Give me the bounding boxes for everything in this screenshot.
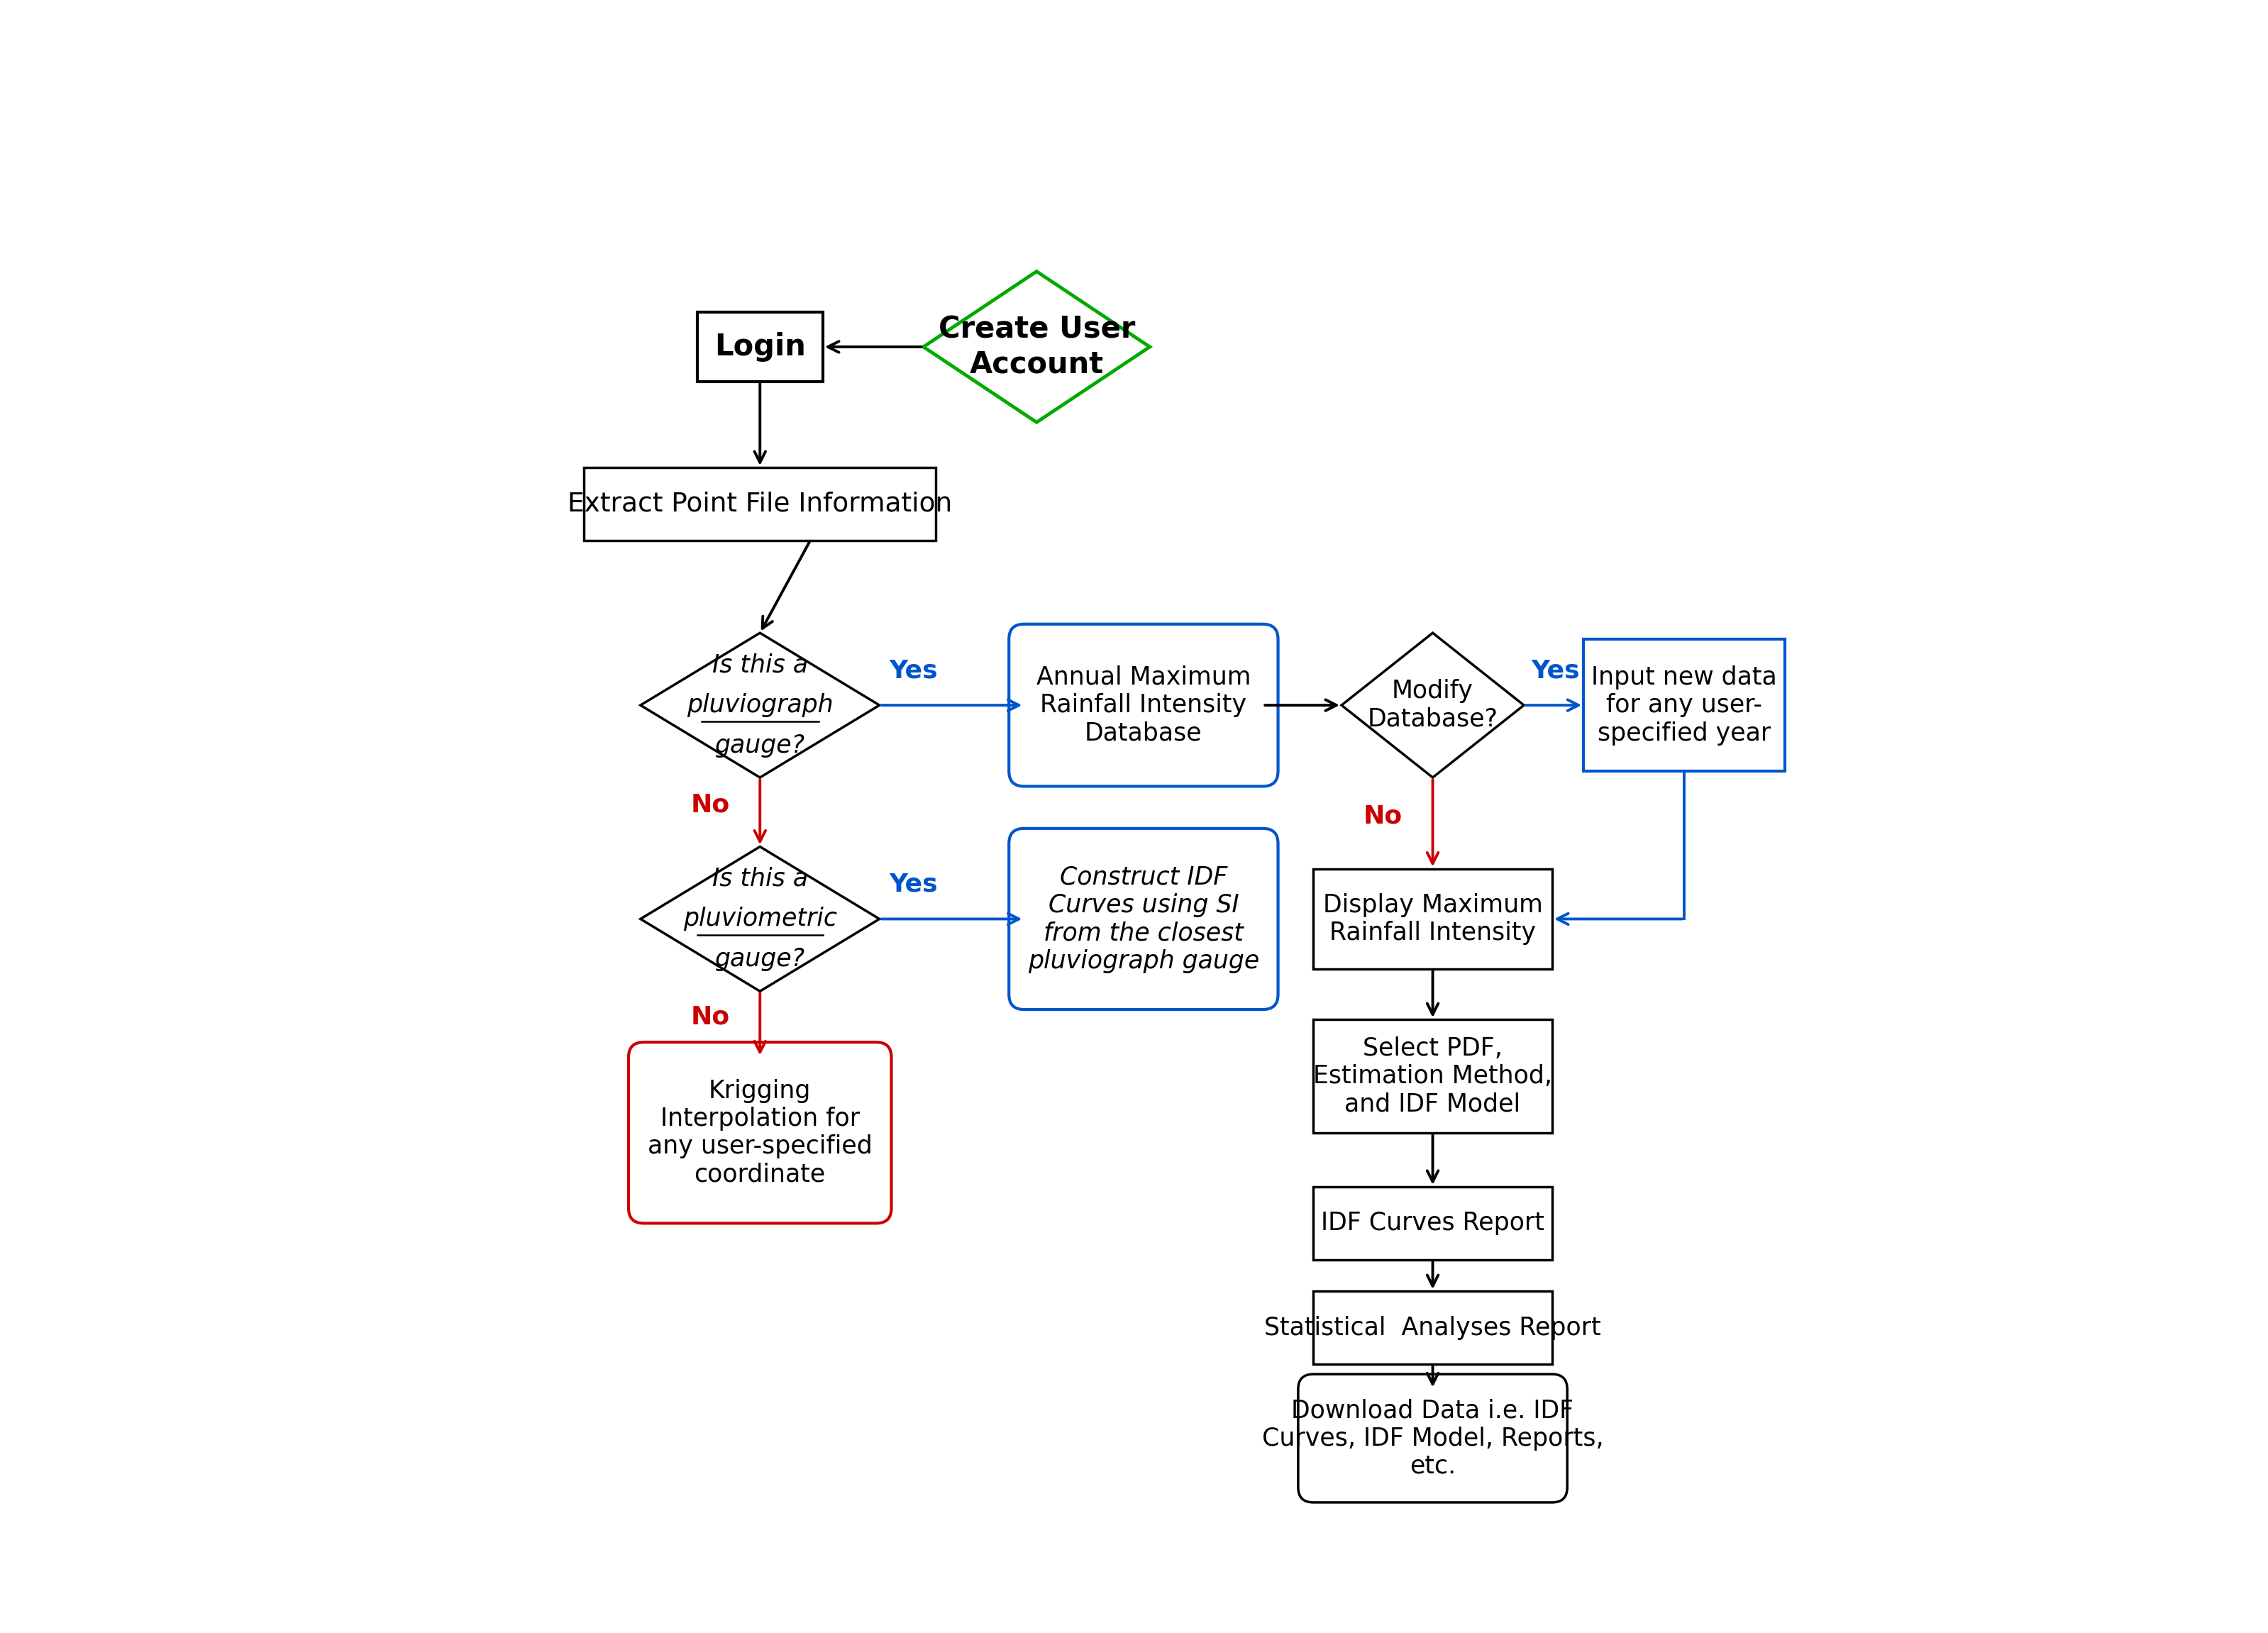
FancyBboxPatch shape [628,1042,891,1223]
Text: Login: Login [714,331,805,363]
Text: Modify
Database?: Modify Database? [1368,679,1497,732]
Bar [583,467,937,541]
Polygon shape [640,634,880,777]
Text: Yes: Yes [889,872,939,897]
Text: No: No [692,794,730,816]
Text: Is this a: Is this a [712,653,807,678]
Bar [1313,1187,1551,1259]
Text: No: No [1363,803,1402,828]
Text: Yes: Yes [1531,658,1581,683]
Text: gauge?: gauge? [714,947,805,972]
Bar [1313,1292,1551,1364]
Text: Input new data
for any user-
specified year: Input new data for any user- specified y… [1592,665,1778,745]
FancyBboxPatch shape [1009,828,1279,1009]
Text: pluviograph: pluviograph [687,692,832,717]
Text: Create User
Account: Create User Account [939,315,1134,379]
Bar [696,312,823,382]
Polygon shape [1343,634,1524,777]
Text: Display Maximum
Rainfall Intensity: Display Maximum Rainfall Intensity [1322,893,1542,946]
Bar [1313,869,1551,970]
Text: IDF Curves Report: IDF Curves Report [1320,1212,1545,1235]
Text: No: No [692,1006,730,1029]
Text: Statistical  Analyses Report: Statistical Analyses Report [1263,1316,1601,1339]
Text: Construct IDF
Curves using SI
from the closest
pluviograph gauge: Construct IDF Curves using SI from the c… [1027,865,1259,973]
FancyBboxPatch shape [1009,624,1279,787]
Text: gauge?: gauge? [714,733,805,758]
Text: Select PDF,
Estimation Method,
and IDF Model: Select PDF, Estimation Method, and IDF M… [1313,1035,1551,1117]
Text: Download Data i.e. IDF
Curves, IDF Model, Reports,
etc.: Download Data i.e. IDF Curves, IDF Model… [1261,1398,1603,1478]
Polygon shape [640,846,880,991]
Bar [1313,1019,1551,1133]
FancyBboxPatch shape [1297,1373,1567,1502]
Polygon shape [923,271,1150,423]
Text: Annual Maximum
Rainfall Intensity
Database: Annual Maximum Rainfall Intensity Databa… [1036,665,1250,745]
Bar [1583,639,1785,771]
Text: Extract Point File Information: Extract Point File Information [567,492,953,516]
Text: Is this a: Is this a [712,867,807,890]
Text: pluviometric: pluviometric [683,906,837,931]
Text: Yes: Yes [889,658,939,683]
Text: Krigging
Interpolation for
any user-specified
coordinate: Krigging Interpolation for any user-spec… [649,1079,873,1187]
